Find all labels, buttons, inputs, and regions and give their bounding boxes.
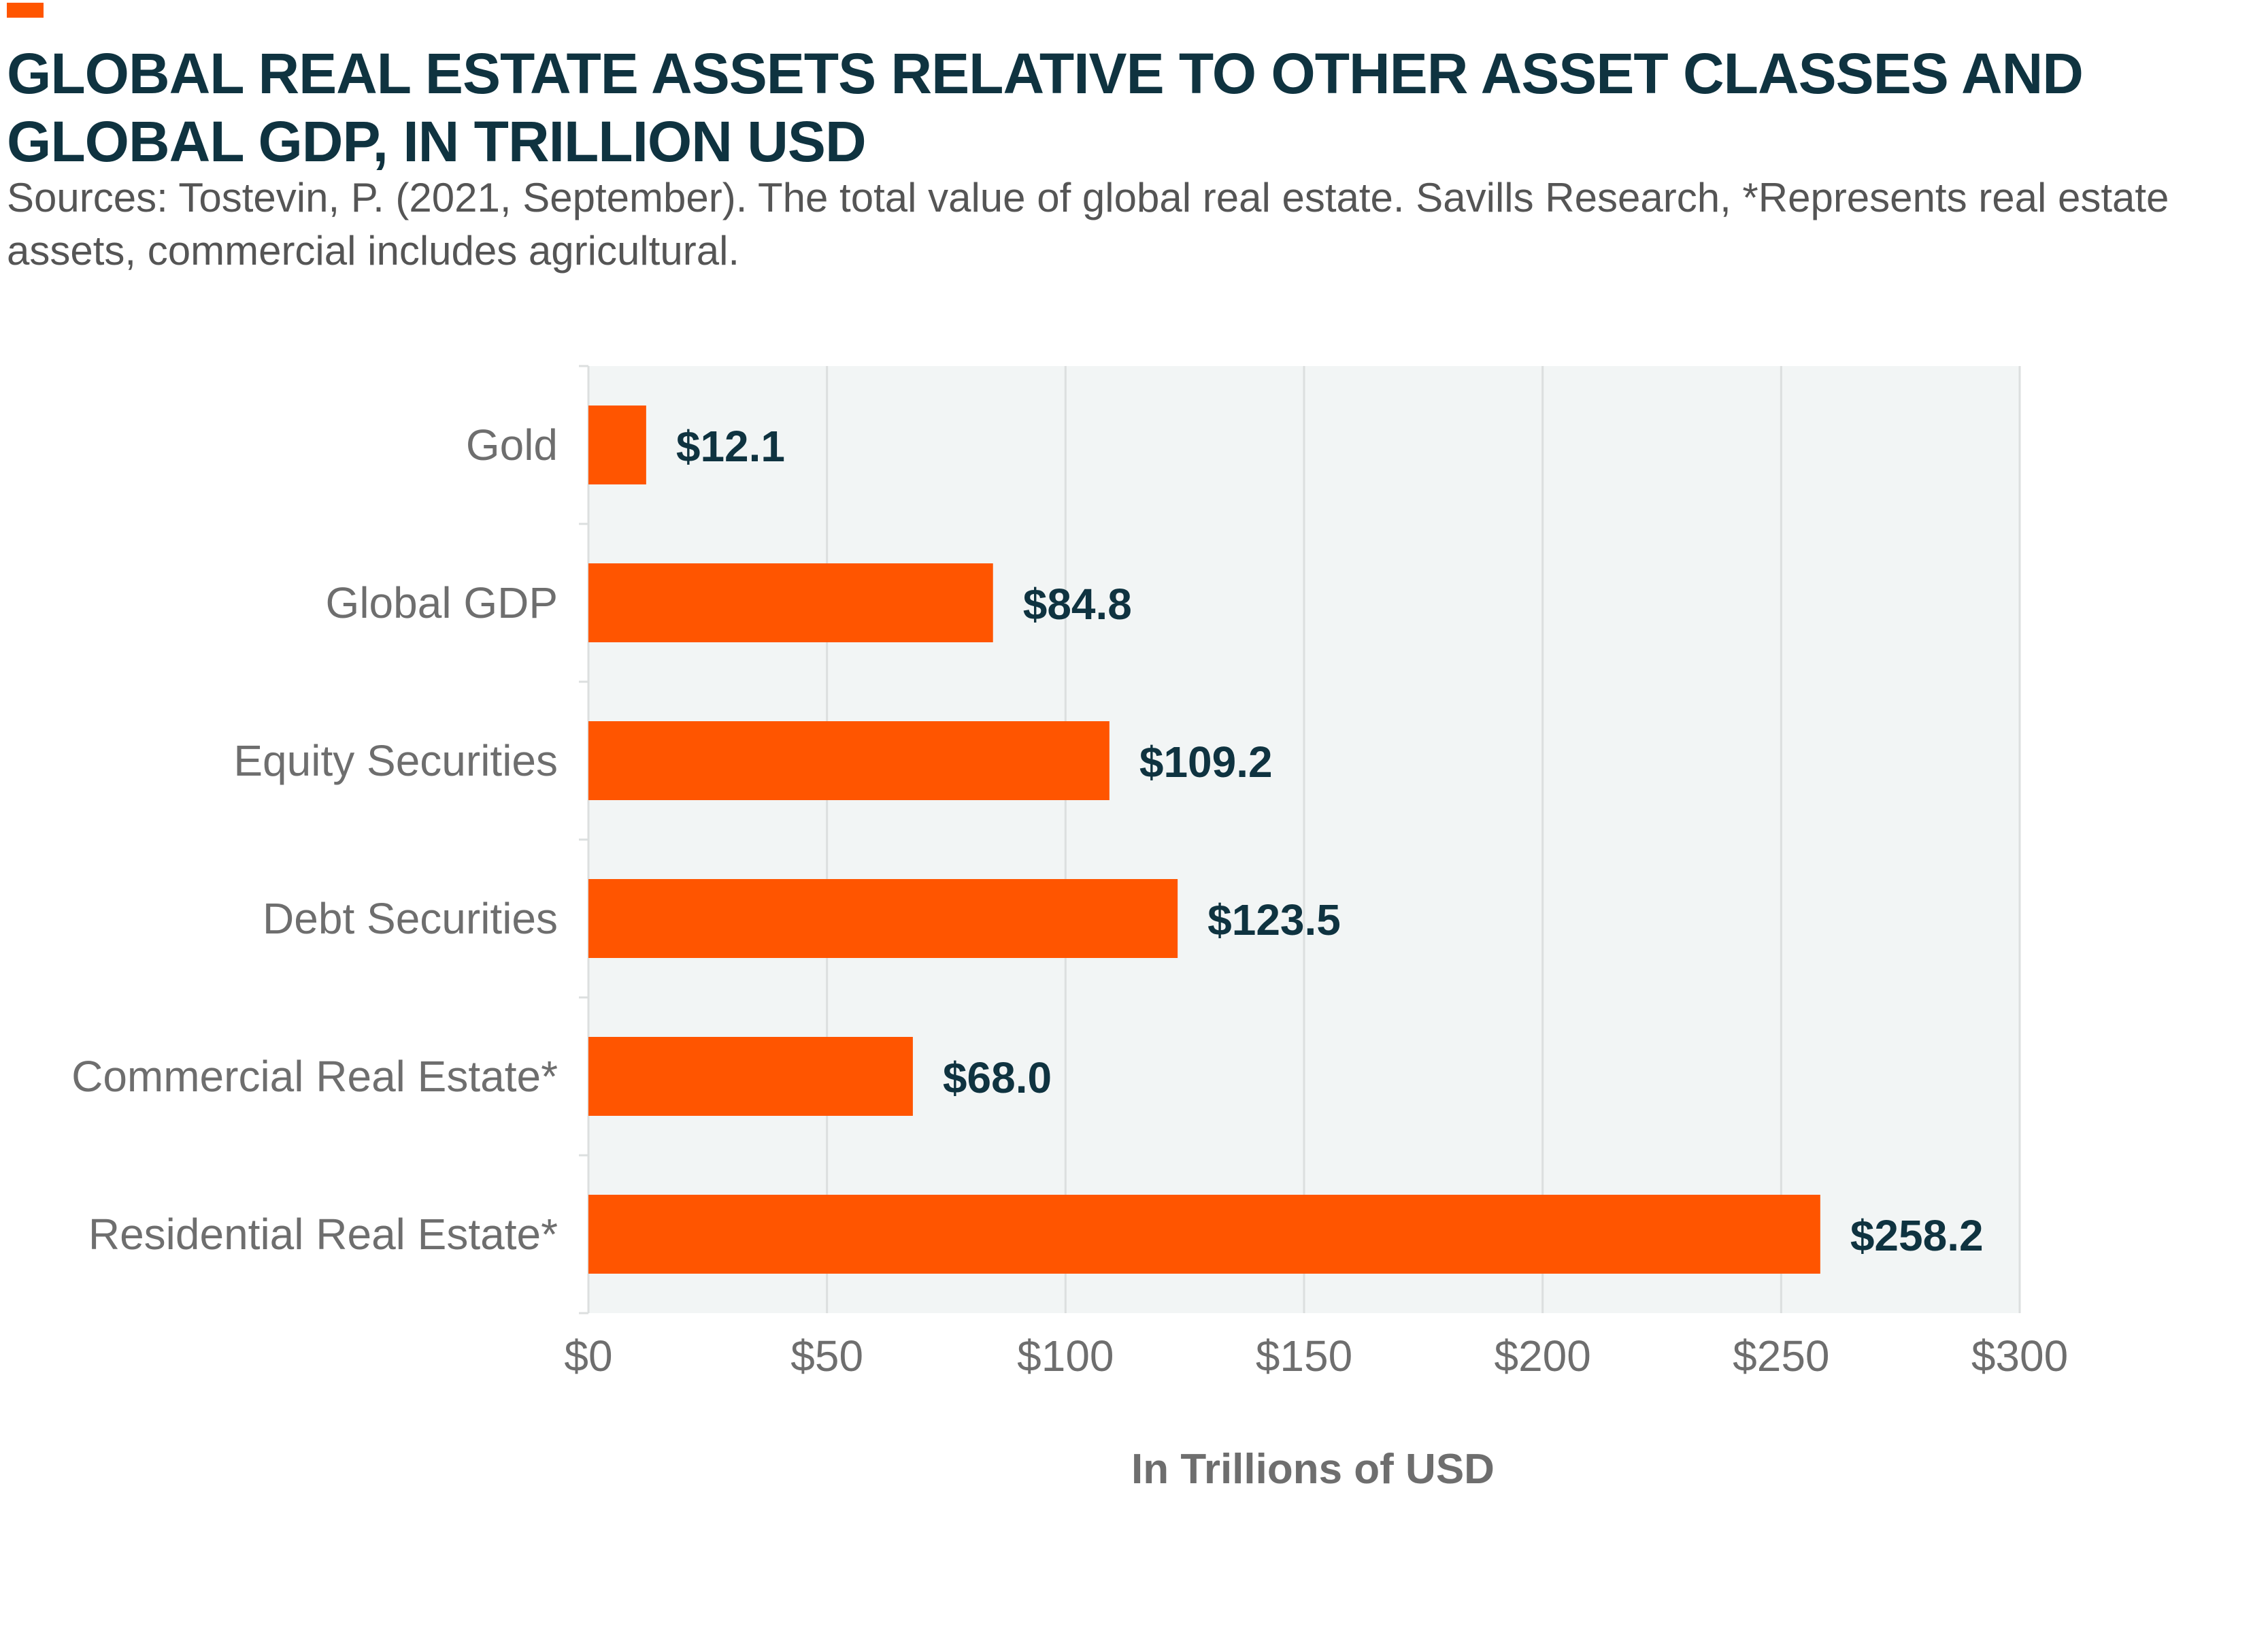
x-axis-title: In Trillions of USD (1131, 1446, 1495, 1493)
chart-title: GLOBAL REAL ESTATE ASSETS RELATIVE TO OT… (7, 42, 2084, 173)
category-label: Residential Real Estate* (88, 1210, 558, 1259)
x-tick-label: $150 (1256, 1332, 1352, 1380)
x-tick-label: $250 (1733, 1332, 1829, 1380)
x-tick-label: $300 (1971, 1332, 2068, 1380)
data-labels: $12.1 $84.8 $109.2 $123.5 $68.0 $258.2 (676, 422, 1984, 1260)
bar (588, 879, 1178, 958)
x-tick-label: $100 (1017, 1332, 1114, 1380)
x-tick-label: $0 (564, 1332, 612, 1380)
data-label: $109.2 (1139, 738, 1273, 787)
x-tick-labels: $0 $50 $100 $150 $200 $250 $300 (564, 1332, 2068, 1380)
bar (588, 1037, 913, 1116)
category-label: Global GDP (326, 578, 558, 627)
chart-subtitle: Sources: Tostevin, P. (2021, September).… (7, 175, 2169, 274)
category-label: Equity Securities (233, 736, 558, 785)
category-label: Gold (466, 420, 558, 469)
accent-mark (7, 3, 44, 18)
category-label: Commercial Real Estate* (71, 1052, 558, 1101)
bar (588, 406, 646, 484)
category-labels: Gold Global GDP Equity Securities Debt Secu… (71, 420, 558, 1259)
grid-lines (826, 366, 2021, 1313)
data-label: $123.5 (1207, 895, 1341, 944)
x-tick-label: $50 (790, 1332, 863, 1380)
data-label: $84.8 (1023, 580, 1132, 629)
x-tick-label: $200 (1494, 1332, 1590, 1380)
data-label: $258.2 (1850, 1211, 1984, 1260)
data-label: $68.0 (943, 1053, 1052, 1102)
y-axis (579, 365, 590, 1314)
bar (588, 1195, 1820, 1274)
bar (588, 721, 1110, 800)
bars (588, 406, 1820, 1274)
category-label: Debt Securities (263, 894, 558, 943)
bar (588, 563, 993, 642)
data-label: $12.1 (676, 422, 785, 471)
